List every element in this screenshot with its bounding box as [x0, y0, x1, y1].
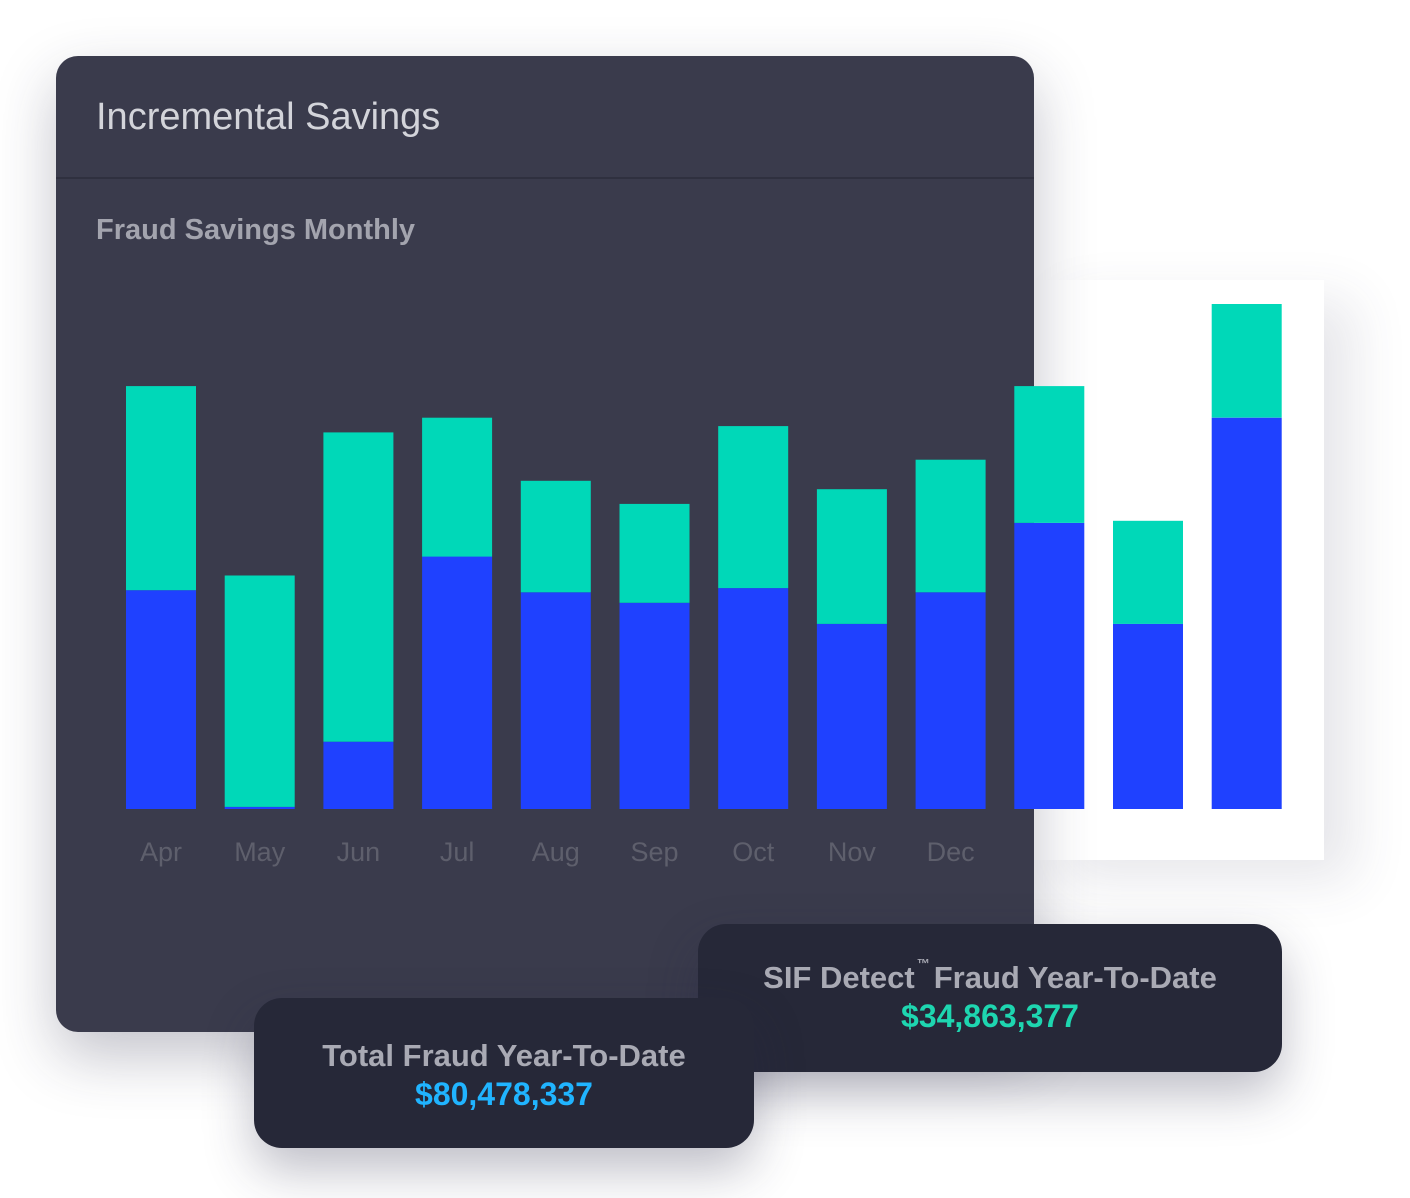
total-fraud-ytd-label: Total Fraud Year-To-Date [322, 1038, 686, 1073]
sif-detect-ytd-value: $34,863,377 [901, 998, 1079, 1034]
sif-detect-label-rest: Fraud Year-To-Date [933, 960, 1217, 995]
tick-label-oct: Oct [732, 837, 775, 867]
bar-month-12-series-1 [1211, 417, 1282, 809]
bar-dec-series-1 [915, 592, 986, 809]
bar-month-11-series-1 [1113, 623, 1183, 809]
bar-apr-series-2 [126, 386, 196, 591]
tick-label-may: May [234, 837, 286, 867]
bar-jun-series-1 [323, 741, 394, 809]
trademark-symbol: ™ [916, 956, 930, 971]
tick-label-nov: Nov [828, 837, 877, 867]
bar-nov-series-1 [816, 623, 887, 809]
chart-subtitle: Fraud Savings Monthly [96, 214, 416, 246]
bar-dec-series-2 [915, 459, 986, 593]
bar-sep-series-2 [619, 503, 690, 603]
bar-month-10-series-2 [1014, 386, 1085, 523]
bar-apr-series-1 [126, 590, 196, 809]
bar-aug-series-1 [520, 592, 591, 809]
total-fraud-ytd-value: $80,478,337 [415, 1076, 593, 1112]
bar-oct-series-2 [718, 426, 789, 589]
tick-label-jun: Jun [337, 837, 381, 867]
bar-month-10-series-1 [1014, 522, 1085, 809]
bar-may-series-1 [224, 806, 295, 809]
tick-label-dec: Dec [927, 837, 975, 867]
tick-label-apr: Apr [140, 837, 182, 867]
panel-divider [56, 177, 1034, 179]
sif-detect-brand: SIF Detect [763, 960, 915, 995]
bar-oct-series-1 [718, 588, 789, 809]
bar-jun-series-2 [323, 432, 394, 742]
tick-label-aug: Aug [532, 837, 580, 867]
bar-aug-series-2 [520, 480, 591, 593]
bar-month-11-series-2 [1113, 520, 1183, 624]
sif-detect-ytd-label: SIF Detect ™ Fraud Year-To-Date [698, 956, 1282, 996]
tick-label-sep: Sep [630, 837, 678, 867]
total-fraud-ytd-card: Total Fraud Year-To-Date $80,478,337 [254, 998, 754, 1148]
bar-jul-series-1 [422, 556, 493, 809]
bar-may-series-2 [224, 575, 295, 807]
bar-sep-series-1 [619, 602, 690, 809]
panel-title: Incremental Savings [96, 96, 441, 138]
bar-nov-series-2 [816, 489, 887, 624]
sif-detect-ytd-card: SIF Detect ™ Fraud Year-To-Date $34,863,37… [698, 924, 1282, 1072]
tick-label-jul: Jul [440, 837, 475, 867]
bar-month-12-series-2 [1211, 304, 1282, 418]
bar-jul-series-2 [422, 417, 493, 557]
